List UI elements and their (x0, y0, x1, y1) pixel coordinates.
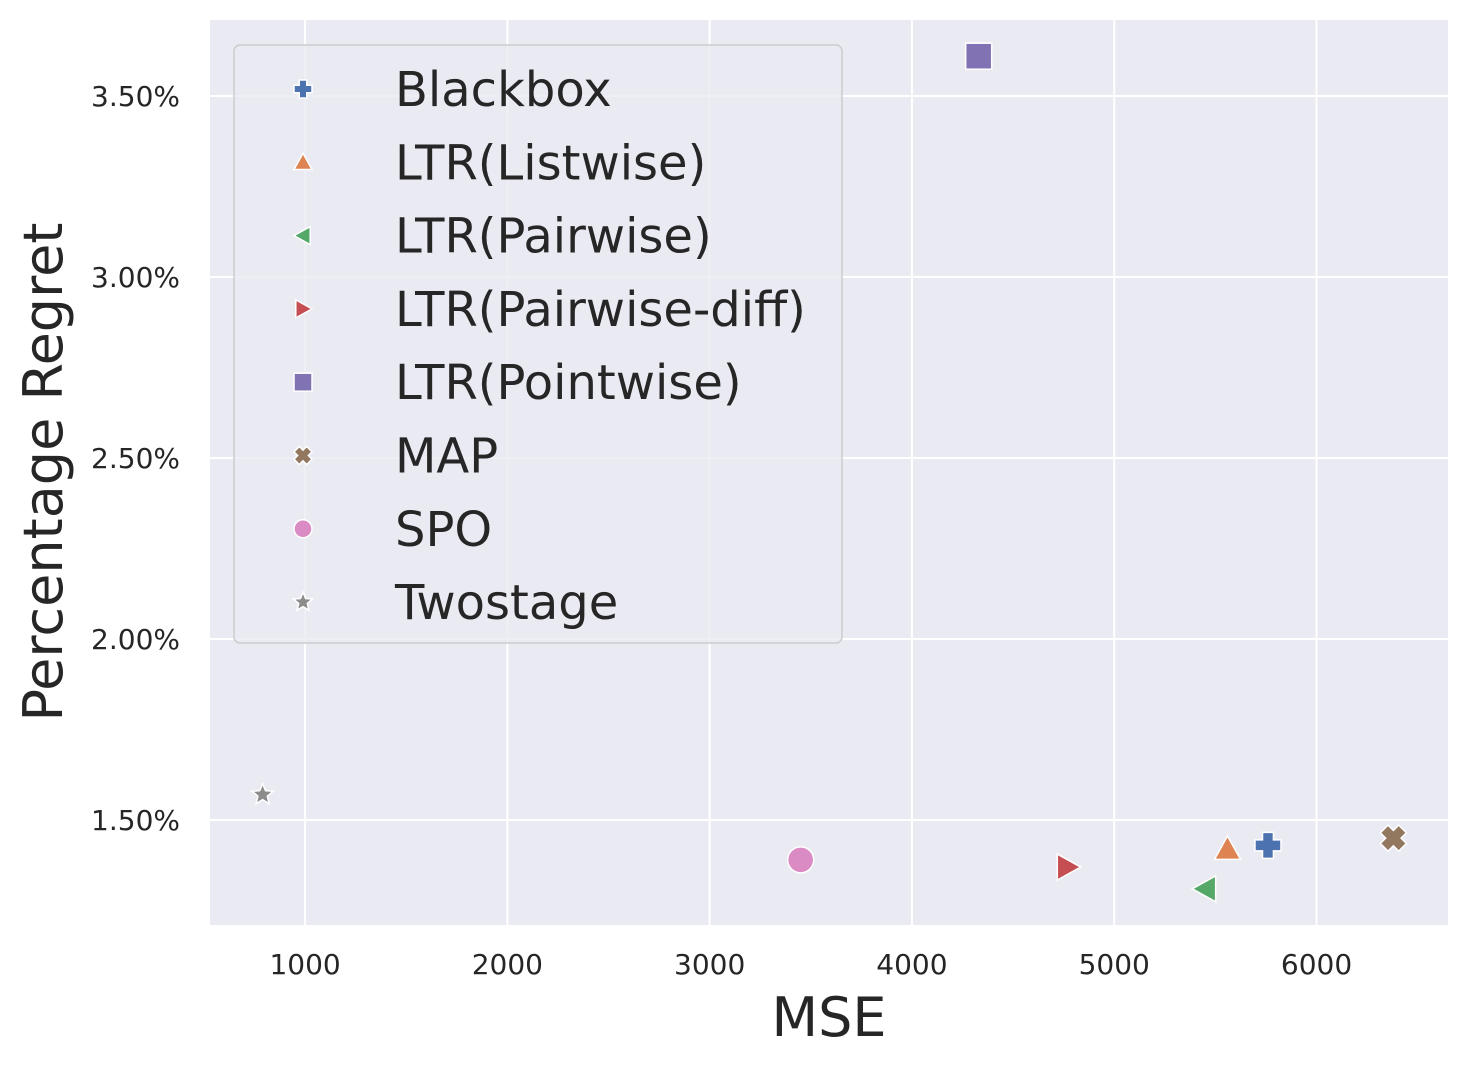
point-ltr-pointwise (964, 42, 993, 70)
y-tick-label: 3.50% (91, 80, 180, 113)
x-tick-label: 5000 (1079, 948, 1150, 981)
y-axis-ticks: 1.50% 2.00% 2.50% 3.00% 3.50% (91, 80, 180, 837)
y-axis-label: Percentage Regret (12, 223, 75, 722)
data-points (250, 42, 1408, 904)
y-tick-label: 2.00% (91, 623, 180, 656)
legend-marker-blackbox (293, 79, 313, 99)
legend-label: SPO (395, 502, 492, 558)
x-tick-label: 3000 (674, 948, 745, 981)
legend-marker-ltr-listwise (292, 151, 314, 171)
legend-label: Twostage (394, 575, 618, 631)
legend-label: Blackbox (395, 62, 612, 118)
legend-marker-ltr-pairwise-diff (295, 298, 314, 320)
x-tick-label: 2000 (472, 948, 543, 981)
legend-label: MAP (395, 429, 498, 485)
legend: Blackbox LTR(Listwise) LTR(Pairwise) LTR(Pa… (233, 44, 843, 644)
legend-label: LTR(Pairwise) (395, 209, 712, 265)
point-ltr-listwise (1213, 834, 1242, 861)
point-map (1379, 824, 1408, 853)
point-ltr-pairwise (1190, 874, 1217, 904)
x-axis-ticks: 1000 2000 3000 4000 5000 6000 (269, 948, 1352, 981)
legend-marker-twostage (291, 590, 315, 612)
y-tick-label: 2.50% (91, 442, 180, 475)
y-tick-label: 3.00% (91, 261, 180, 294)
legend-marker-spo (293, 519, 313, 539)
legend-label: LTR(Pairwise-diff) (395, 282, 806, 338)
x-tick-label: 6000 (1281, 948, 1352, 981)
legend-label: LTR(Pointwise) (395, 355, 742, 411)
legend-label: LTR(Listwise) (395, 135, 706, 191)
legend-box (233, 44, 843, 644)
point-ltr-pairwise-diff (1056, 852, 1083, 882)
point-twostage (250, 781, 275, 806)
y-tick-label: 1.50% (91, 804, 180, 837)
legend-marker-ltr-pairwise (292, 225, 311, 246)
point-blackbox (1254, 831, 1282, 860)
point-spo (786, 846, 815, 874)
x-tick-label: 1000 (269, 948, 340, 981)
x-axis-label: MSE (772, 986, 887, 1049)
x-tick-label: 4000 (876, 948, 947, 981)
legend-marker-map (292, 445, 314, 466)
legend-marker-ltr-pointwise (293, 372, 313, 392)
